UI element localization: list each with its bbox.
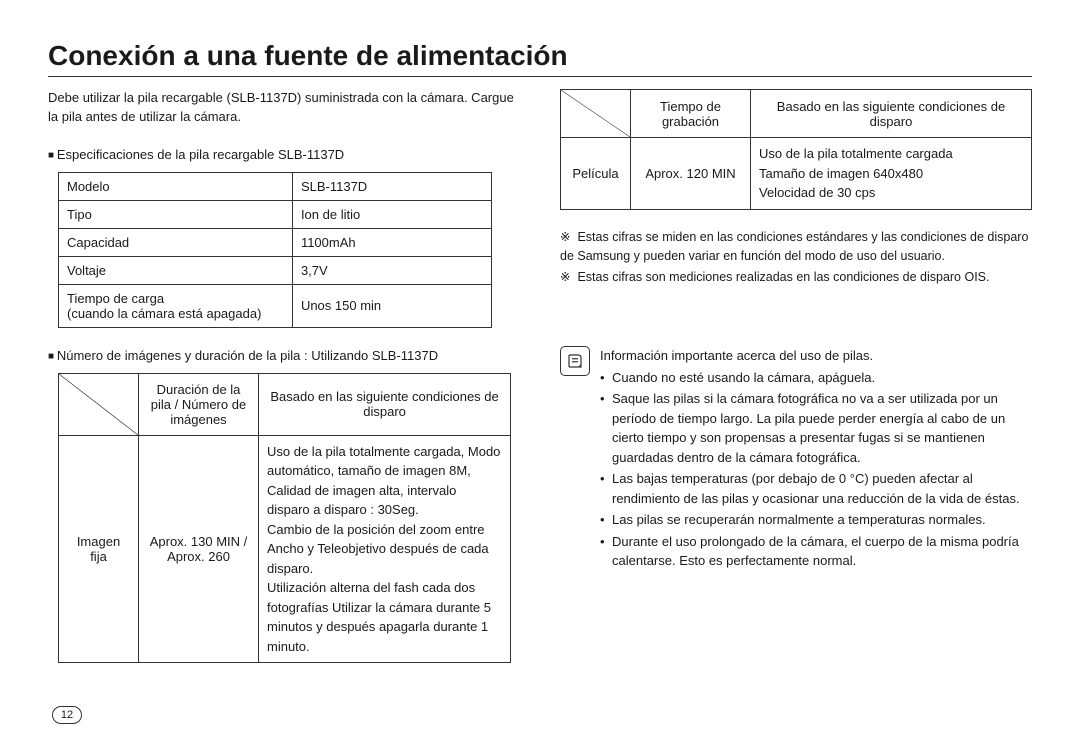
- table-row: TipoIon de litio: [59, 200, 492, 228]
- row-value: Aprox. 130 MIN / Aprox. 260: [139, 435, 259, 663]
- list-item: Las bajas temperaturas (por debajo de 0 …: [600, 469, 1032, 508]
- row-label: Película: [561, 138, 631, 210]
- list-item: Las pilas se recuperarán normalmente a t…: [600, 510, 1032, 530]
- spec-key: Tipo: [59, 200, 293, 228]
- spec-key: Voltaje: [59, 256, 293, 284]
- spec-value: 3,7V: [292, 256, 491, 284]
- header-conditions: Basado en las siguiente condiciones de d…: [751, 90, 1032, 138]
- spec-key: Modelo: [59, 172, 293, 200]
- list-item: Durante el uso prolongado de la cámara, …: [600, 532, 1032, 571]
- left-column: Debe utilizar la pila recargable (SLB-11…: [48, 89, 520, 663]
- intro-text: Debe utilizar la pila recargable (SLB-11…: [48, 89, 520, 127]
- note-icon: [560, 346, 590, 376]
- page-number: 12: [52, 706, 82, 724]
- row-label: Imagen fija: [59, 435, 139, 663]
- images-section-label: Número de imágenes y duración de la pila…: [48, 348, 520, 363]
- row-conditions: Uso de la pila totalmente cargada Tamaño…: [751, 138, 1032, 210]
- diagonal-cell: [561, 90, 631, 138]
- header-time: Tiempo de grabación: [631, 90, 751, 138]
- row-conditions: Uso de la pila totalmente cargada, Modo …: [259, 435, 511, 663]
- spec-value: SLB-1137D: [292, 172, 491, 200]
- table-row: ModeloSLB-1137D: [59, 172, 492, 200]
- page-title: Conexión a una fuente de alimentación: [48, 40, 1032, 77]
- header-duration: Duración de la pila / Número de imágenes: [139, 373, 259, 435]
- row-value: Aprox. 120 MIN: [631, 138, 751, 210]
- table-row: Imagen fija Aprox. 130 MIN / Aprox. 260 …: [59, 435, 511, 663]
- table-row: Duración de la pila / Número de imágenes…: [59, 373, 511, 435]
- spec-section-label: Especificaciones de la pila recargable S…: [48, 147, 520, 162]
- header-conditions: Basado en las siguiente condiciones de d…: [259, 373, 511, 435]
- table-row: Voltaje3,7V: [59, 256, 492, 284]
- spec-value: Unos 150 min: [292, 284, 491, 327]
- spec-key: Tiempo de carga (cuando la cámara está a…: [59, 284, 293, 327]
- list-item: Saque las pilas si la cámara fotográfica…: [600, 389, 1032, 467]
- table-row: Capacidad1100mAh: [59, 228, 492, 256]
- two-column-layout: Debe utilizar la pila recargable (SLB-11…: [48, 89, 1032, 663]
- info-lead: Información importante acerca del uso de…: [600, 346, 1032, 366]
- table-row: Tiempo de grabación Basado en las siguie…: [561, 90, 1032, 138]
- footnote: ※ Estas cifras son mediciones realizadas…: [560, 268, 1032, 287]
- film-table: Tiempo de grabación Basado en las siguie…: [560, 89, 1032, 210]
- table-row: Tiempo de carga (cuando la cámara está a…: [59, 284, 492, 327]
- table-row: Película Aprox. 120 MIN Uso de la pila t…: [561, 138, 1032, 210]
- manual-page: Conexión a una fuente de alimentación De…: [0, 0, 1080, 683]
- diagonal-cell: [59, 373, 139, 435]
- spec-value: 1100mAh: [292, 228, 491, 256]
- spec-key: Capacidad: [59, 228, 293, 256]
- right-column: Tiempo de grabación Basado en las siguie…: [560, 89, 1032, 663]
- images-table: Duración de la pila / Número de imágenes…: [58, 373, 511, 664]
- spec-table: ModeloSLB-1137DTipoIon de litioCapacidad…: [58, 172, 492, 328]
- info-list: Información importante acerca del uso de…: [600, 346, 1032, 573]
- spec-value: Ion de litio: [292, 200, 491, 228]
- info-block: Información importante acerca del uso de…: [560, 346, 1032, 573]
- footnote: ※ Estas cifras se miden en las condicion…: [560, 228, 1032, 266]
- list-item: Cuando no esté usando la cámara, apáguel…: [600, 368, 1032, 388]
- footnotes: ※ Estas cifras se miden en las condicion…: [560, 228, 1032, 286]
